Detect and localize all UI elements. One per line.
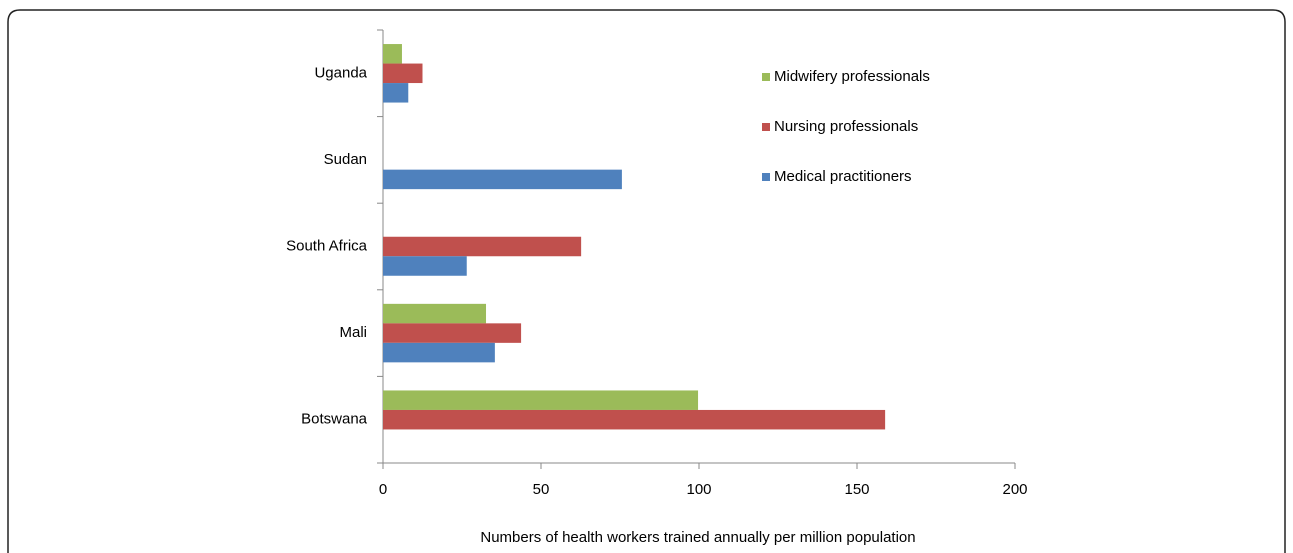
y-tick-label: Botswana — [301, 411, 368, 428]
y-tick-label: Sudan — [324, 151, 367, 168]
frame — [7, 9, 1286, 553]
bar — [383, 256, 467, 276]
y-tick-label: Mali — [339, 324, 367, 341]
x-tick-label: 100 — [686, 481, 711, 498]
legend-swatch — [762, 73, 770, 81]
legend-swatch — [762, 173, 770, 181]
bar — [383, 342, 495, 363]
y-tick-label: South Africa — [286, 237, 368, 254]
bar — [383, 390, 699, 410]
x-tick-label: 200 — [1002, 481, 1027, 498]
bar — [383, 323, 522, 343]
bar — [383, 303, 487, 324]
legend-label: Medical practitioners — [774, 168, 912, 185]
bar — [383, 236, 582, 257]
x-tick-label: 50 — [533, 481, 550, 498]
x-tick-label: 0 — [379, 481, 387, 498]
bar — [383, 169, 622, 190]
bar — [383, 44, 402, 64]
x-tick-label: 150 — [844, 481, 869, 498]
bar — [383, 63, 423, 84]
legend-label: Nursing professionals — [774, 118, 918, 135]
legend-swatch — [762, 123, 770, 131]
x-axis-title: Numbers of health workers trained annual… — [480, 529, 915, 546]
bar — [383, 409, 886, 430]
y-tick-label: Uganda — [314, 64, 367, 81]
bar — [383, 83, 409, 103]
legend-label: Midwifery professionals — [774, 68, 930, 85]
